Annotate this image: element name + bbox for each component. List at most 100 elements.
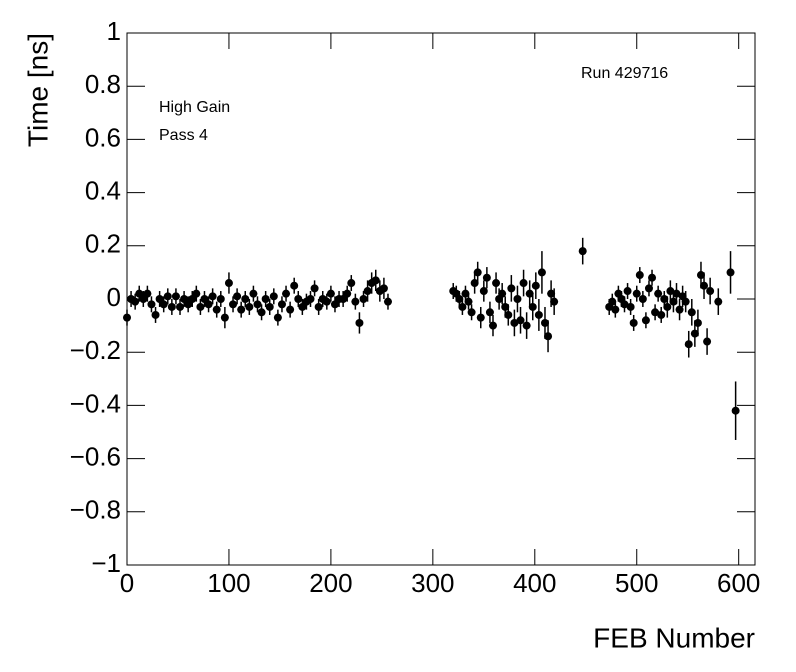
annotation: High Gain	[159, 99, 230, 116]
annotation: Run 429716	[581, 65, 668, 82]
y-tick-label: 1	[107, 16, 121, 46]
data-point	[504, 310, 513, 319]
data-point	[216, 295, 225, 303]
data-point	[626, 302, 635, 311]
data-point	[159, 300, 168, 309]
data-point	[326, 289, 335, 298]
data-point	[510, 318, 519, 327]
data-point	[306, 295, 315, 303]
data-point	[507, 284, 516, 293]
data-point	[498, 289, 507, 298]
data-point	[644, 284, 653, 293]
data-point	[249, 289, 258, 298]
data-point	[522, 321, 531, 330]
y-tick-label: −1	[91, 548, 121, 578]
data-point	[379, 284, 388, 293]
data-point	[516, 316, 525, 325]
annotation: Pass 4	[159, 127, 208, 144]
data-point	[273, 313, 282, 322]
y-tick-label: 0.4	[85, 175, 121, 205]
data-point	[531, 281, 540, 290]
data-point	[359, 295, 368, 303]
data-point	[237, 305, 246, 314]
data-point	[290, 281, 299, 290]
data-point	[253, 300, 262, 309]
data-point	[492, 279, 501, 288]
data-point	[651, 308, 660, 317]
data-point	[224, 279, 233, 288]
data-point	[343, 289, 352, 298]
data-point	[143, 289, 152, 298]
x-tick-label: 0	[120, 568, 134, 598]
data-point	[151, 310, 160, 319]
data-point	[455, 295, 464, 303]
data-point	[351, 297, 360, 306]
data-point	[638, 295, 647, 303]
data-point	[196, 302, 205, 311]
data-point	[192, 289, 201, 298]
data-point	[620, 300, 629, 309]
data-point	[257, 308, 266, 317]
x-tick-label: 100	[207, 568, 250, 598]
data-point	[241, 295, 250, 303]
data-point	[690, 329, 699, 338]
y-tick-label: 0	[107, 282, 121, 312]
x-tick-label: 400	[513, 568, 556, 598]
data-point	[476, 313, 485, 322]
y-axis-label: Time [ns]	[22, 33, 53, 147]
data-point	[123, 313, 131, 322]
data-point	[693, 318, 702, 327]
data-point	[669, 297, 678, 306]
data-point	[528, 302, 537, 311]
data-point	[547, 289, 556, 298]
data-point	[519, 279, 528, 288]
data-point	[371, 276, 380, 285]
data-point	[501, 302, 510, 311]
data-point	[700, 281, 709, 290]
data-point	[212, 305, 221, 314]
data-point	[269, 292, 278, 301]
data-point	[660, 295, 669, 303]
data-point	[131, 297, 140, 306]
data-point	[608, 297, 617, 306]
data-point	[470, 279, 479, 288]
data-point	[322, 297, 331, 306]
data-point	[363, 287, 372, 296]
data-point	[347, 279, 356, 288]
data-point	[467, 308, 476, 317]
data-point	[703, 337, 712, 346]
data-point	[537, 268, 546, 277]
data-point	[458, 302, 467, 311]
data-point	[233, 292, 242, 301]
data-point	[681, 297, 690, 306]
data-point	[261, 295, 270, 303]
data-point	[632, 289, 641, 298]
data-point	[513, 295, 522, 303]
data-point	[294, 295, 303, 303]
y-tick-label: −0.8	[70, 495, 121, 525]
data-point	[684, 340, 693, 349]
data-point	[675, 305, 684, 314]
data-point	[464, 297, 473, 306]
data-point	[277, 300, 286, 309]
data-point	[314, 302, 323, 311]
data-point	[731, 406, 740, 415]
x-tick-label: 300	[411, 568, 454, 598]
data-point	[657, 310, 666, 319]
data-point	[611, 305, 620, 314]
data-point	[220, 313, 229, 322]
data-point	[245, 302, 254, 311]
data-point	[550, 297, 559, 306]
data-point	[663, 302, 672, 311]
data-point	[355, 318, 364, 327]
data-point	[265, 302, 274, 311]
x-tick-label: 600	[717, 568, 760, 598]
data-point	[648, 273, 657, 282]
data-point	[629, 318, 638, 327]
data-point	[383, 297, 392, 306]
data-point	[204, 300, 213, 309]
data-point	[525, 289, 534, 298]
data-point	[687, 308, 696, 317]
y-tick-label: −0.6	[70, 441, 121, 471]
